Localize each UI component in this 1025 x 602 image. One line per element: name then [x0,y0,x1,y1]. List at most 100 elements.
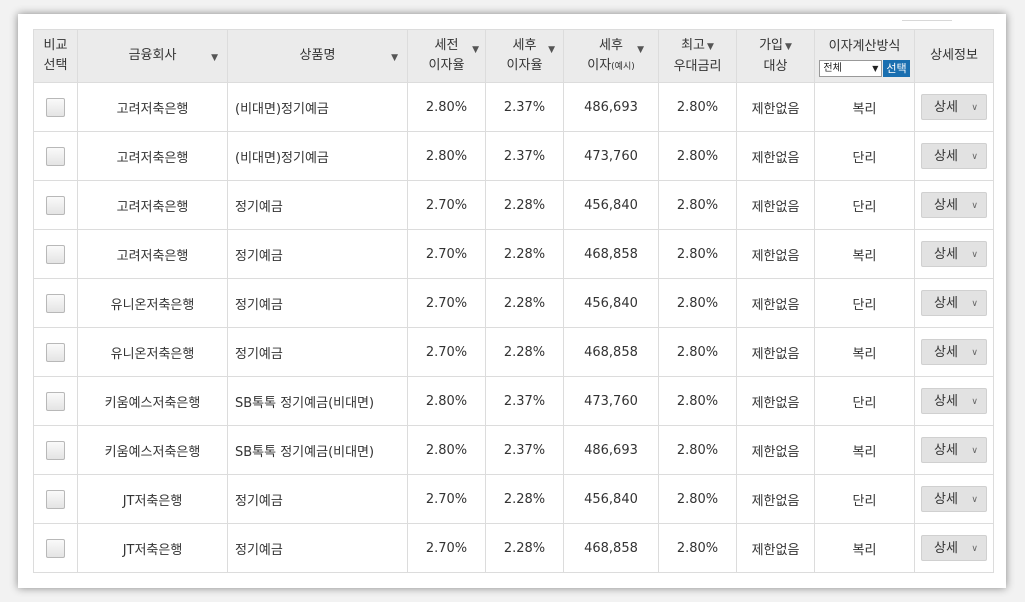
compare-checkbox[interactable] [46,97,65,117]
compare-checkbox[interactable] [46,244,65,264]
target-cell: 제한없음 [736,131,815,181]
sort-down-icon[interactable]: ▼ [472,45,479,55]
target-cell: 제한없음 [736,425,815,475]
product-cell: 정기예금 [227,327,408,377]
product-cell: 정기예금 [227,474,408,524]
sort-down-icon[interactable]: ▼ [785,41,792,52]
detail-button[interactable]: 상세 ∨ [921,290,987,316]
detail-button[interactable]: 상세 ∨ [921,486,987,512]
header-company[interactable]: 금융회사 ▼ [77,29,228,83]
max-rate-cell: 2.80% [658,327,737,377]
details-cell: 상세 ∨ [914,229,994,279]
chevron-down-icon: ∨ [971,201,978,211]
chevron-down-icon: ∨ [971,495,978,505]
interest-method-cell: 단리 [814,376,915,426]
details-cell: 상세 ∨ [914,180,994,230]
compare-checkbox[interactable] [46,391,65,411]
product-cell: 정기예금 [227,278,408,328]
details-cell: 상세 ∨ [914,474,994,524]
interest-method-cell: 복리 [814,229,915,279]
post-tax-rate-cell: 2.28% [485,523,564,573]
table-row: 고려저축은행 (비대면)정기예금 2.80% 2.37% 486,693 2.80% 제한없… [33,82,994,132]
compare-cell [33,523,78,573]
sort-down-icon[interactable]: ▼ [548,45,555,55]
chevron-down-icon: ∨ [971,103,978,113]
max-rate-cell: 2.80% [658,474,737,524]
header-product[interactable]: 상품명 ▼ [227,29,408,83]
chevron-down-icon: ∨ [971,397,978,407]
savings-products-table: 비교 선택 금융회사 ▼ 상품명 ▼ 세전 이자율 ▼ 세후 이자율 ▼ [33,29,994,573]
post-tax-rate-cell: 2.37% [485,425,564,475]
chevron-down-icon: ∨ [971,299,978,309]
compare-checkbox[interactable] [46,489,65,509]
header-interest-method: 이자계산방식 전체 ▼ 선택 [814,29,915,83]
compare-checkbox[interactable] [46,440,65,460]
dropdown-arrow-icon: ▼ [872,63,879,73]
pre-tax-rate-cell: 2.70% [407,327,486,377]
detail-button[interactable]: 상세 ∨ [921,535,987,561]
detail-button[interactable]: 상세 ∨ [921,192,987,218]
compare-cell [33,229,78,279]
compare-checkbox[interactable] [46,146,65,166]
chevron-down-icon: ∨ [971,446,978,456]
company-cell: 고려저축은행 [77,82,228,132]
post-tax-interest-cell: 456,840 [563,474,659,524]
detail-button[interactable]: 상세 ∨ [921,437,987,463]
detail-button[interactable]: 상세 ∨ [921,241,987,267]
product-cell: (비대면)정기예금 [227,131,408,181]
company-cell: 키움예스저축은행 [77,376,228,426]
top-divider [902,20,952,21]
header-post-tax-rate[interactable]: 세후 이자율 ▼ [485,29,564,83]
target-cell: 제한없음 [736,327,815,377]
product-cell: 정기예금 [227,229,408,279]
header-max-rate[interactable]: 최고 ▼ 우대금리 [658,29,737,83]
post-tax-interest-cell: 468,858 [563,327,659,377]
header-target[interactable]: 가입 ▼ 대상 [736,29,815,83]
header-post-tax-interest[interactable]: 세후 이자(예시) ▼ [563,29,659,83]
pre-tax-rate-cell: 2.80% [407,82,486,132]
compare-checkbox[interactable] [46,293,65,313]
product-cell: (비대면)정기예금 [227,82,408,132]
sort-down-icon[interactable]: ▼ [391,53,398,63]
compare-cell [33,327,78,377]
post-tax-rate-cell: 2.28% [485,474,564,524]
compare-checkbox[interactable] [46,342,65,362]
table-row: 유니온저축은행 정기예금 2.70% 2.28% 468,858 2.80% 제한없음 복리 상… [33,327,994,377]
target-cell: 제한없음 [736,474,815,524]
header-pre-tax-rate[interactable]: 세전 이자율 ▼ [407,29,486,83]
interest-method-cell: 복리 [814,82,915,132]
table-header-row: 비교 선택 금융회사 ▼ 상품명 ▼ 세전 이자율 ▼ 세후 이자율 ▼ [33,29,994,83]
sort-down-icon[interactable]: ▼ [211,53,218,63]
post-tax-rate-cell: 2.28% [485,327,564,377]
interest-method-cell: 복리 [814,523,915,573]
detail-button[interactable]: 상세 ∨ [921,339,987,365]
post-tax-interest-cell: 486,693 [563,425,659,475]
target-cell: 제한없음 [736,376,815,426]
company-cell: 유니온저축은행 [77,278,228,328]
company-cell: 고려저축은행 [77,180,228,230]
method-select-button[interactable]: 선택 [883,59,910,77]
target-cell: 제한없음 [736,180,815,230]
product-cell: 정기예금 [227,523,408,573]
max-rate-cell: 2.80% [658,229,737,279]
table-row: 고려저축은행 정기예금 2.70% 2.28% 456,840 2.80% 제한없음 단리 상세… [33,180,994,230]
post-tax-interest-cell: 486,693 [563,82,659,132]
chevron-down-icon: ∨ [971,348,978,358]
detail-button[interactable]: 상세 ∨ [921,143,987,169]
interest-method-cell: 단리 [814,278,915,328]
sort-down-icon[interactable]: ▼ [707,41,714,52]
method-select[interactable]: 전체 ▼ [819,59,883,77]
chevron-down-icon: ∨ [971,152,978,162]
table-row: 고려저축은행 정기예금 2.70% 2.28% 468,858 2.80% 제한없음 복리 상세… [33,229,994,279]
table-row: 키움예스저축은행 SB톡톡 정기예금(비대면) 2.80% 2.37% 486,693 2… [33,425,994,475]
compare-checkbox[interactable] [46,538,65,558]
company-cell: JT저축은행 [77,523,228,573]
compare-checkbox[interactable] [46,195,65,215]
sort-down-icon[interactable]: ▼ [637,45,644,55]
details-cell: 상세 ∨ [914,523,994,573]
pre-tax-rate-cell: 2.80% [407,376,486,426]
max-rate-cell: 2.80% [658,376,737,426]
post-tax-interest-cell: 473,760 [563,376,659,426]
detail-button[interactable]: 상세 ∨ [921,94,987,120]
detail-button[interactable]: 상세 ∨ [921,388,987,414]
